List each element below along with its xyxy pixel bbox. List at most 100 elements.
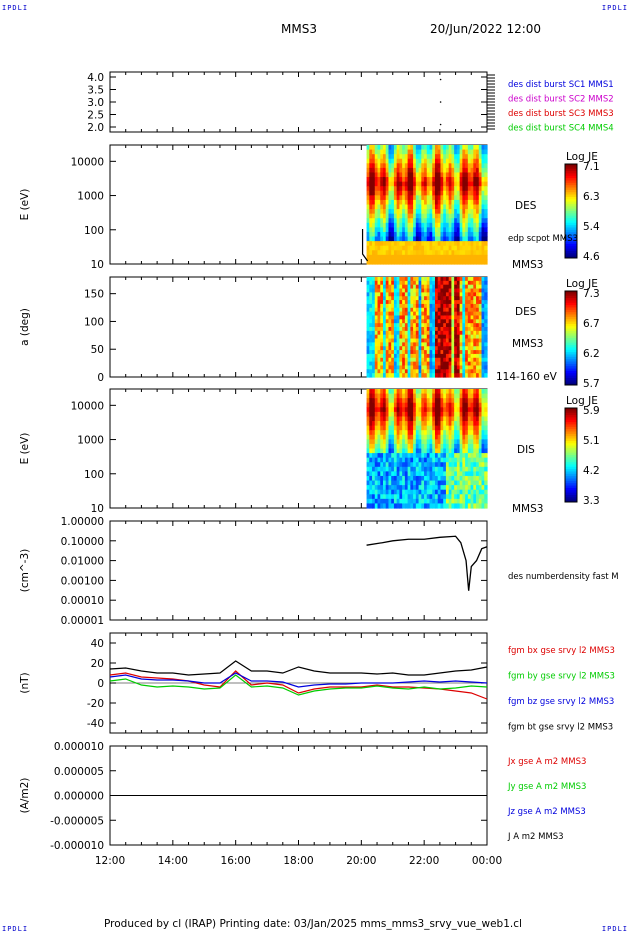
- heatmap-cell: [377, 402, 381, 408]
- heatmap-cell: [418, 236, 422, 242]
- heatmap-cell: [407, 389, 411, 395]
- heatmap-cell: [382, 236, 387, 242]
- heatmap-cell: [434, 284, 439, 290]
- heatmap-cell: [382, 398, 387, 404]
- heatmap-cell: [443, 453, 447, 459]
- heatmap-cell: [413, 365, 417, 370]
- heatmap-cell: [429, 338, 433, 343]
- heatmap-cell: [369, 145, 373, 151]
- heatmap-cell: [402, 485, 406, 491]
- heatmap-cell: [451, 489, 455, 495]
- heatmap-cell: [372, 393, 376, 399]
- heatmap-cell: [399, 353, 403, 359]
- heatmap-cell: [380, 402, 384, 408]
- heatmap-cell: [369, 453, 373, 459]
- heatmap-cell: [407, 181, 411, 187]
- side-label: MMS3: [512, 503, 543, 515]
- heatmap-cell: [393, 398, 398, 404]
- heatmap-cell: [445, 277, 450, 282]
- heatmap-cell: [448, 227, 453, 233]
- heatmap-cell: [429, 485, 433, 491]
- heatmap-cell: [372, 353, 376, 359]
- heatmap-cell: [380, 338, 384, 343]
- heatmap-cell: [429, 222, 433, 228]
- heatmap-cell: [391, 280, 395, 286]
- colorbar-swatch: [565, 220, 577, 224]
- heatmap-cell: [372, 475, 376, 482]
- heatmap-cell: [437, 434, 442, 440]
- heatmap-cell: [432, 296, 436, 301]
- heatmap-cell: [445, 498, 450, 505]
- heatmap-cell: [385, 288, 390, 293]
- heatmap-cell: [465, 204, 469, 210]
- heatmap-cell: [437, 353, 442, 359]
- heatmap-cell: [459, 353, 463, 359]
- heatmap-cell: [421, 498, 425, 505]
- heatmap-cell: [476, 430, 480, 436]
- heatmap-cell: [374, 154, 379, 160]
- heatmap-cell: [426, 250, 431, 256]
- heatmap-cell: [451, 199, 455, 206]
- heatmap-cell: [388, 494, 392, 500]
- heatmap-cell: [396, 218, 401, 224]
- heatmap-cell: [369, 334, 373, 340]
- heatmap-cell: [473, 288, 477, 293]
- heatmap-cell: [391, 307, 395, 313]
- heatmap-cell: [388, 402, 392, 408]
- heatmap-cell: [443, 398, 447, 404]
- heatmap-cell: [374, 434, 379, 440]
- heatmap-cell: [429, 186, 433, 192]
- heatmap-cell: [454, 439, 458, 445]
- heatmap-cell: [454, 503, 458, 509]
- heatmap-cell: [443, 288, 447, 293]
- heatmap-cell: [402, 398, 406, 404]
- heatmap-cell: [393, 292, 398, 297]
- heatmap-cell: [467, 204, 472, 210]
- heatmap-cell: [426, 430, 431, 436]
- heatmap-cell: [478, 181, 483, 187]
- heatmap-cell: [421, 365, 425, 370]
- heatmap-cell: [467, 357, 472, 363]
- heatmap-cell: [399, 453, 403, 459]
- heatmap-cell: [473, 303, 477, 309]
- heatmap-cell: [432, 145, 436, 151]
- heatmap-cell: [470, 172, 474, 178]
- heatmap-cell: [465, 421, 469, 427]
- heatmap-cell: [434, 453, 439, 459]
- colorbar-title: Log JE: [566, 278, 598, 290]
- heatmap-cell: [429, 373, 433, 378]
- heatmap-cell: [467, 245, 472, 251]
- y-tick-label: 1.00000: [61, 516, 104, 528]
- heatmap-cell: [443, 236, 447, 242]
- heatmap-cell: [456, 369, 461, 374]
- heatmap-cell: [369, 315, 373, 320]
- heatmap-cell: [410, 154, 414, 160]
- heatmap-cell: [382, 181, 387, 187]
- heatmap-cell: [391, 292, 395, 297]
- heatmap-cell: [413, 315, 417, 320]
- heatmap-cell: [410, 421, 414, 427]
- heatmap-cell: [481, 296, 485, 301]
- heatmap-cell: [434, 373, 439, 378]
- heatmap-cell: [413, 288, 417, 293]
- heatmap-cell: [421, 393, 425, 399]
- heatmap-cell: [410, 443, 414, 450]
- colorbar-swatch: [565, 478, 577, 482]
- colorbar-swatch: [565, 319, 577, 323]
- heatmap-cell: [451, 296, 455, 301]
- heatmap-cell: [467, 453, 472, 459]
- heatmap-cell: [396, 181, 401, 187]
- heatmap-cell: [476, 190, 480, 196]
- heatmap-cell: [448, 327, 453, 332]
- sc-point: [439, 78, 442, 81]
- heatmap-cell: [424, 254, 428, 261]
- heatmap-cell: [377, 439, 381, 445]
- heatmap-cell: [374, 277, 379, 282]
- heatmap-cell: [424, 443, 428, 450]
- heatmap-cell: [413, 475, 417, 482]
- heatmap-cell: [407, 421, 411, 427]
- heatmap-cell: [473, 471, 477, 477]
- heatmap-cell: [382, 466, 387, 472]
- heatmap-cell: [413, 434, 417, 440]
- heatmap-cell: [399, 407, 403, 413]
